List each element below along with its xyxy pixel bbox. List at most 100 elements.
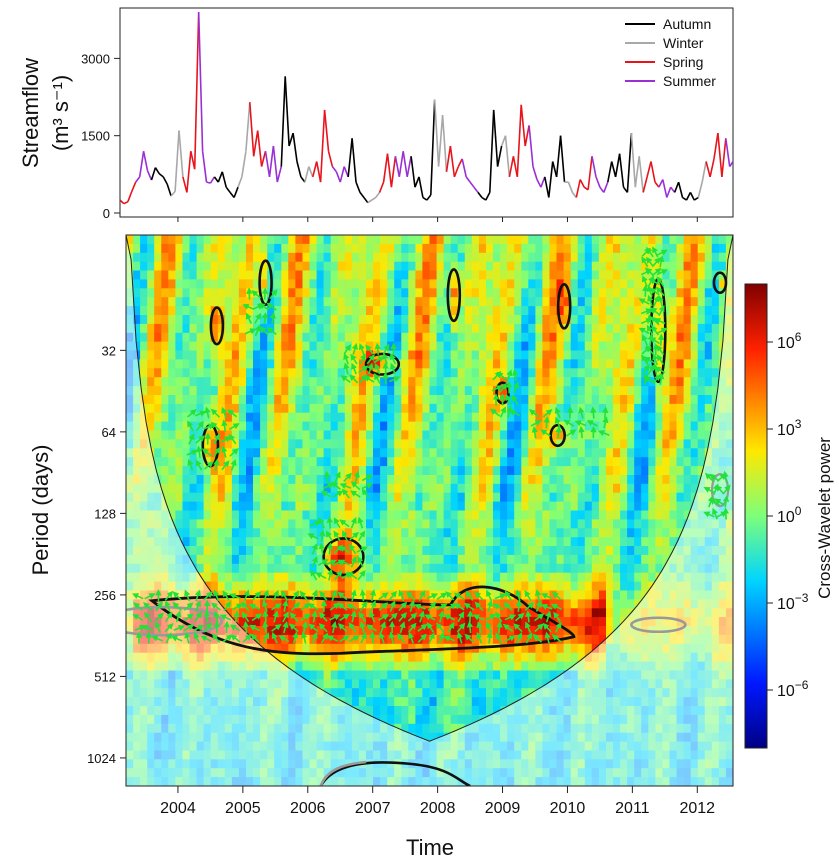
heatmap-cell	[584, 688, 593, 698]
heatmap-cell	[133, 332, 141, 343]
heatmap-cell	[620, 732, 628, 743]
heatmap-cell	[528, 457, 536, 467]
heatmap-cell	[620, 341, 628, 352]
heatmap-cell	[288, 590, 296, 600]
heatmap-cell	[126, 590, 134, 600]
heatmap-cell	[422, 439, 431, 449]
heatmap-cell	[528, 617, 536, 627]
heatmap-cell	[210, 412, 219, 423]
heatmap-cell	[351, 546, 360, 556]
heatmap-cell	[168, 563, 176, 574]
heatmap-cell	[295, 697, 304, 707]
heatmap-cell	[260, 563, 268, 574]
heatmap-cell	[429, 554, 438, 565]
heatmap-cell	[507, 350, 515, 360]
heatmap-cell	[429, 439, 438, 449]
heatmap-cell	[415, 643, 424, 654]
heatmap-cell	[613, 306, 621, 316]
heatmap-cell	[168, 643, 176, 654]
heatmap-cell	[436, 421, 445, 432]
heatmap-cell	[570, 706, 579, 716]
heatmap-cell	[408, 697, 416, 707]
streamflow-segment	[713, 132, 719, 160]
heatmap-cell	[246, 670, 254, 680]
heatmap-cell	[281, 679, 289, 689]
streamflow-series	[120, 11, 733, 205]
heatmap-cell	[422, 652, 431, 663]
heatmap-cell	[147, 395, 155, 405]
heatmap-cell	[634, 475, 642, 485]
heatmap-cell	[542, 243, 551, 254]
heatmap-cell	[344, 315, 353, 325]
heatmap-cell	[422, 457, 431, 467]
heatmap-cell	[217, 412, 226, 423]
heatmap-cell	[217, 590, 226, 600]
heatmap-cell	[196, 243, 205, 254]
heatmap-cell	[429, 457, 438, 467]
heatmap-cell	[344, 457, 353, 467]
heatmap-cell	[486, 377, 494, 387]
heatmap-cell	[337, 243, 346, 254]
heatmap-cell	[323, 359, 332, 369]
heatmap-cell	[641, 483, 649, 494]
heatmap-cell	[351, 679, 360, 689]
heatmap-cell	[542, 439, 551, 449]
heatmap-cell	[133, 723, 141, 734]
heatmap-cell	[380, 777, 388, 786]
heatmap-cell	[189, 288, 198, 298]
heatmap-cell	[436, 572, 445, 583]
heatmap-cell	[598, 288, 607, 298]
heatmap-cell	[598, 341, 607, 352]
heatmap-cell	[358, 261, 367, 272]
heatmap-cell	[147, 777, 155, 786]
heatmap-cell	[570, 288, 579, 298]
heatmap-cell	[457, 741, 466, 752]
heatmap-cell	[231, 368, 240, 378]
heatmap-cell	[175, 741, 184, 752]
heatmap-cell	[641, 634, 649, 645]
heatmap-cell	[634, 519, 642, 529]
heatmap-cell	[210, 777, 219, 786]
heatmap-cell	[478, 697, 487, 707]
heatmap-cell	[655, 439, 664, 449]
heatmap-cell	[267, 359, 275, 369]
heatmap-cell	[549, 457, 558, 467]
heatmap-cell	[429, 412, 438, 423]
heatmap-cell	[443, 412, 452, 423]
heatmap-cell	[669, 297, 678, 307]
heatmap-cell	[196, 475, 205, 485]
heatmap-cell	[253, 714, 261, 725]
heatmap-cell	[415, 341, 424, 352]
heatmap-cell	[337, 306, 346, 316]
heatmap-cell	[344, 750, 353, 760]
heatmap-cell	[373, 261, 381, 272]
heatmap-cell	[238, 261, 247, 272]
heatmap-cell	[464, 768, 473, 778]
heatmap-cell	[217, 688, 226, 698]
heatmap-cell	[281, 350, 289, 360]
heatmap-cell	[443, 510, 452, 520]
heatmap-cell	[366, 421, 374, 432]
heatmap-cell	[274, 403, 282, 414]
heatmap-cell	[408, 706, 416, 716]
heatmap-cell	[224, 332, 233, 343]
heatmap-cell	[662, 466, 671, 476]
heatmap-cell	[429, 510, 438, 520]
heatmap-cell	[436, 377, 445, 387]
heatmap-cell	[387, 581, 395, 592]
heatmap-cell	[563, 457, 572, 467]
heatmap-cell	[662, 590, 671, 600]
heatmap-cell	[521, 626, 529, 636]
heatmap-cell	[429, 741, 438, 752]
heatmap-cell	[288, 519, 296, 529]
heatmap-cell	[556, 252, 565, 263]
heatmap-cell	[556, 395, 565, 405]
heatmap-cell	[641, 403, 649, 414]
heatmap-cell	[415, 368, 424, 378]
streamflow-segment	[670, 186, 676, 193]
heatmap-cell	[217, 537, 226, 547]
heatmap-cell	[634, 750, 642, 760]
heatmap-cell	[457, 599, 466, 609]
heatmap-cell	[140, 359, 148, 369]
heatmap-cell	[641, 572, 649, 583]
